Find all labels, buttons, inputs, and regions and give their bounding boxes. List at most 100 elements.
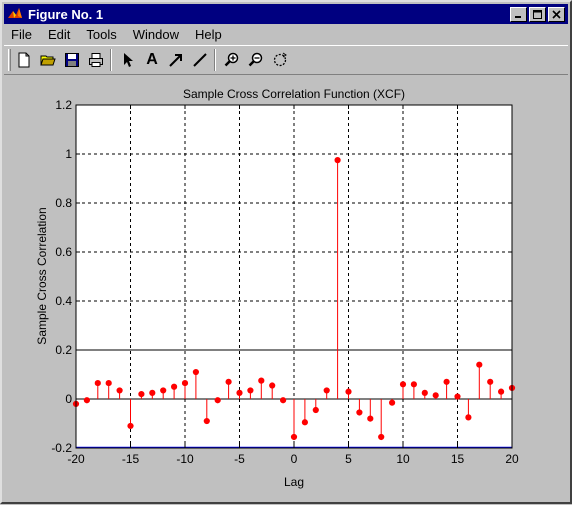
stem-marker	[214, 397, 221, 404]
x-tick-label: 0	[291, 452, 298, 466]
x-tick-label: -5	[234, 452, 245, 466]
maximize-button[interactable]	[529, 6, 546, 22]
text-tool-icon: A	[146, 51, 158, 68]
stem-marker	[323, 387, 330, 394]
stem-marker	[356, 409, 363, 416]
x-tick-label: 20	[505, 452, 519, 466]
y-tick-label: 0.2	[55, 343, 72, 357]
matlab-logo-icon	[7, 6, 23, 22]
stem-marker	[290, 433, 298, 441]
arrow-pointer-icon	[124, 53, 133, 67]
rotate-3d-button[interactable]	[269, 49, 291, 71]
window-controls	[508, 6, 565, 22]
stem-marker	[116, 387, 123, 394]
rotate-icon	[273, 52, 287, 67]
open-file-button[interactable]	[37, 49, 59, 71]
maximize-icon	[533, 9, 542, 19]
zoom-in-icon	[224, 52, 239, 67]
minimize-button[interactable]	[510, 6, 527, 22]
menu-window[interactable]: Window	[132, 27, 179, 42]
menu-help[interactable]: Help	[194, 27, 222, 42]
new-figure-button[interactable]	[13, 49, 35, 71]
x-tick-label: -15	[122, 452, 140, 466]
stem-marker	[280, 397, 287, 404]
y-tick-label: 1	[65, 147, 72, 161]
menu-file[interactable]: File	[11, 27, 32, 42]
window-title: Figure No. 1	[28, 6, 104, 22]
insert-text-button[interactable]: A	[141, 49, 163, 71]
stem-marker	[236, 389, 243, 396]
insert-line-button[interactable]	[189, 49, 211, 71]
menu-bar: File Edit Tools Window Help	[4, 25, 568, 44]
xcf-stem-chart: Sample Cross Correlation Function (XCF) …	[35, 87, 519, 489]
y-tick-label: 0.6	[55, 245, 72, 259]
new-file-icon	[18, 52, 30, 68]
y-tick-label: 0	[65, 392, 72, 406]
stem-marker	[258, 377, 265, 384]
stem-marker	[312, 406, 319, 414]
print-button[interactable]	[85, 49, 107, 71]
stem-marker	[443, 378, 450, 385]
y-tick-label: -0.2	[51, 441, 72, 455]
stem-marker	[389, 399, 396, 406]
stem-marker	[225, 378, 232, 385]
stem-marker	[171, 383, 178, 390]
x-tick-label: 5	[345, 452, 352, 466]
stem-marker	[465, 414, 472, 421]
stem-marker	[149, 389, 156, 396]
arrow-tool-icon	[169, 54, 182, 67]
stems	[72, 157, 516, 441]
plot-area	[75, 104, 513, 449]
figure-canvas: Sample Cross Correlation Function (XCF) …	[4, 76, 568, 500]
x-tick-label: 15	[451, 452, 465, 466]
stem-marker	[138, 391, 145, 398]
stem-marker	[421, 389, 428, 396]
stem-marker	[269, 382, 276, 389]
title-bar[interactable]: Figure No. 1	[4, 4, 568, 24]
stem-marker	[345, 388, 352, 395]
save-button[interactable]	[61, 49, 83, 71]
close-button[interactable]	[548, 6, 565, 22]
x-tick-label: -20	[67, 452, 85, 466]
zoom-out-button[interactable]	[245, 49, 267, 71]
stem-marker	[181, 379, 189, 387]
stem-marker	[203, 417, 210, 425]
stem-marker	[94, 379, 101, 387]
line-tool-icon	[193, 53, 207, 67]
close-icon	[552, 9, 561, 19]
stem-marker	[83, 397, 91, 404]
stem-marker	[192, 368, 199, 376]
toolbar-separator	[110, 49, 112, 71]
stem-marker	[378, 433, 385, 441]
stem-marker	[432, 392, 439, 399]
y-tick-label: 0.8	[55, 196, 72, 210]
zoom-out-icon	[248, 52, 263, 67]
x-axis-label: Lag	[284, 475, 304, 489]
stem-marker	[127, 422, 134, 430]
menu-tools[interactable]: Tools	[86, 27, 117, 42]
stem-marker	[476, 361, 483, 368]
insert-arrow-button[interactable]	[165, 49, 187, 71]
x-tick-label: -10	[176, 452, 194, 466]
stem-marker	[399, 381, 407, 388]
toolbar-grip[interactable]	[8, 49, 11, 71]
stem-marker	[367, 415, 374, 422]
stem-marker	[498, 388, 505, 395]
zoom-in-button[interactable]	[221, 49, 243, 71]
stem-marker	[247, 387, 254, 394]
y-axis-label: Sample Cross Correlation	[35, 207, 49, 344]
open-folder-icon	[40, 55, 56, 66]
ticks: -20 -15 -10 -5 0 5 10 15 20 -0.2 0 0.2 0.4 0.6 0.8 1 1.2	[51, 98, 519, 466]
stem-marker	[487, 378, 494, 385]
stem-marker	[334, 157, 341, 164]
select-button[interactable]	[117, 49, 139, 71]
x-tick-label: 10	[396, 452, 410, 466]
stem-marker	[301, 419, 308, 426]
menu-edit[interactable]: Edit	[47, 27, 71, 42]
stem-marker	[105, 379, 112, 387]
save-icon	[65, 53, 79, 67]
y-tick-label: 1.2	[55, 98, 72, 112]
chart-title: Sample Cross Correlation Function (XCF)	[183, 87, 405, 101]
stem-marker	[160, 387, 167, 394]
